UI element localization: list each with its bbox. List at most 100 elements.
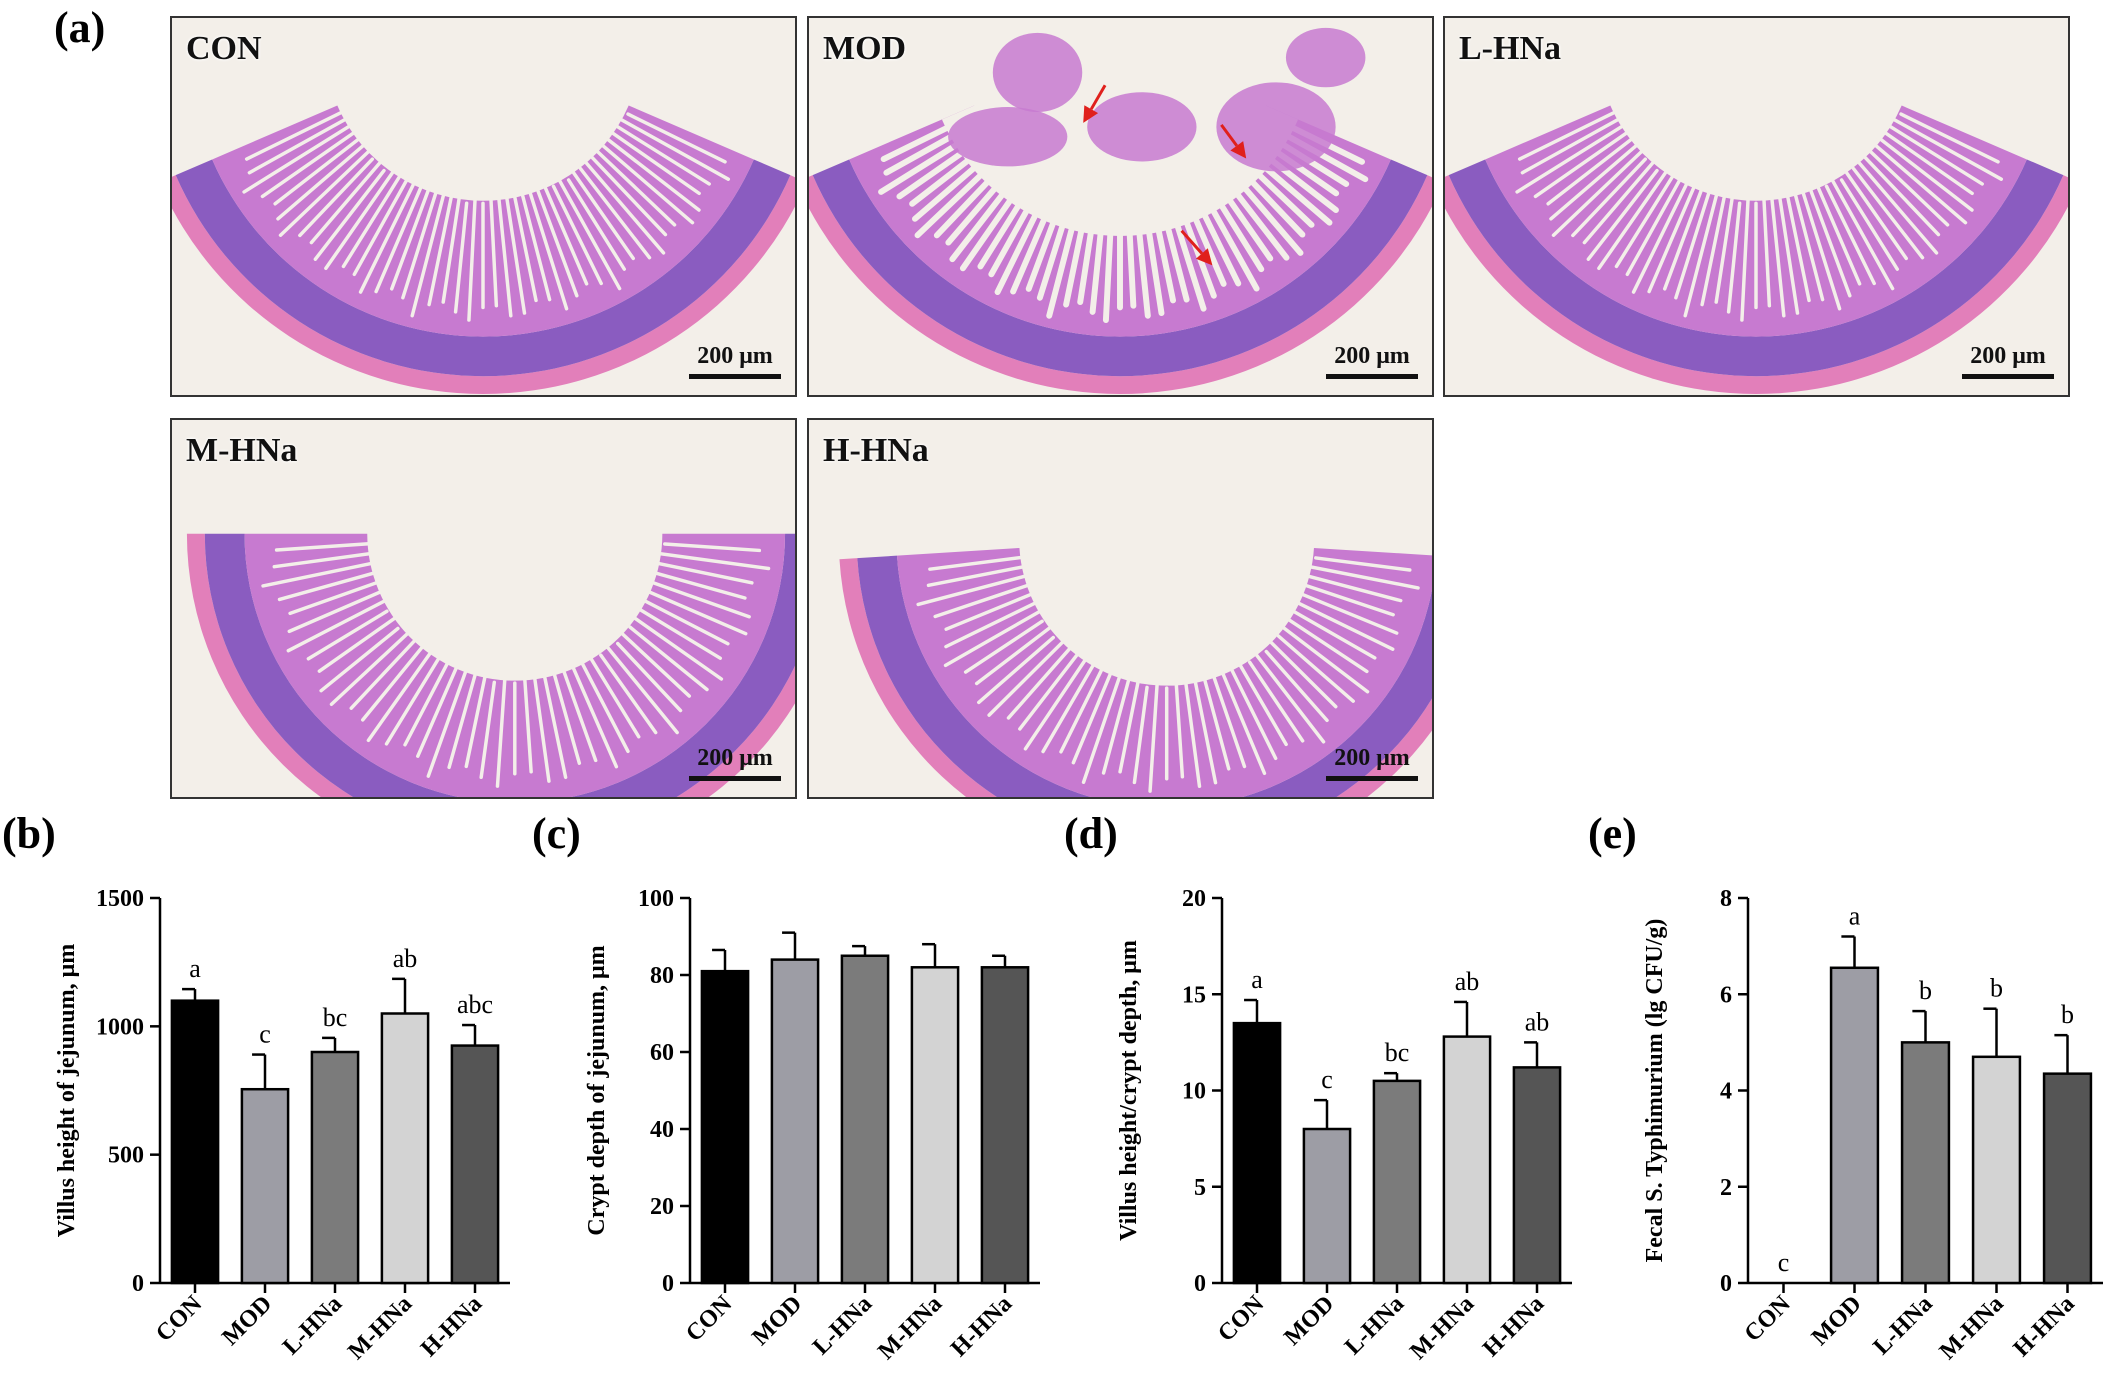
villus-gap bbox=[629, 564, 747, 600]
villus-gap bbox=[1774, 171, 1800, 315]
villus-gap bbox=[1283, 615, 1369, 674]
bar bbox=[1232, 1021, 1282, 1285]
villus-gap bbox=[497, 196, 513, 318]
chart-svg: Fecal S. Typhimurium (lg CFU/g) 0 2 4 6 8 c CON… bbox=[1642, 886, 2103, 1365]
villus-gap bbox=[349, 639, 416, 710]
villus-gap bbox=[1018, 629, 1097, 731]
y-axis-label: Crypt depth of jejunum, μm bbox=[584, 945, 610, 1235]
villus-gap bbox=[427, 195, 453, 307]
bar bbox=[700, 969, 750, 1285]
villus-gap bbox=[626, 590, 730, 646]
villus-gap bbox=[453, 201, 469, 314]
x-tick-label: CON bbox=[151, 1290, 208, 1347]
villus-gap bbox=[538, 652, 568, 780]
villus-gap bbox=[287, 589, 384, 634]
significance-letter: abc bbox=[457, 990, 493, 1019]
x-tick-label: L-HNa bbox=[808, 1291, 877, 1360]
significance-letter: ab bbox=[1525, 1007, 1550, 1036]
villus-gap bbox=[1189, 657, 1218, 785]
villus-gap bbox=[517, 180, 552, 302]
villus-gap bbox=[244, 109, 346, 161]
villus-gap bbox=[1200, 669, 1231, 771]
muscle-layer bbox=[186, 533, 795, 797]
bar bbox=[1971, 1055, 2022, 1285]
scale-bar: 200 μm bbox=[1326, 343, 1418, 379]
villus-gap bbox=[1899, 112, 2000, 164]
villus-gap bbox=[1517, 109, 1619, 161]
villus-gap bbox=[586, 151, 668, 237]
y-tick-label: 0 bbox=[662, 1271, 674, 1297]
villus-gap bbox=[426, 643, 477, 778]
significance-letter: a bbox=[1849, 902, 1861, 931]
villus-gap bbox=[1247, 660, 1305, 743]
villus-gap bbox=[1662, 173, 1709, 291]
crypt-layer bbox=[175, 159, 791, 377]
crypt-layer bbox=[812, 159, 1428, 377]
villus-gap bbox=[374, 169, 430, 294]
x-tick-label: M-HNa bbox=[1935, 1291, 2009, 1365]
villus-gap bbox=[1860, 115, 1974, 196]
x-tick-label: MOD bbox=[1279, 1291, 1339, 1351]
significance-letter: c bbox=[1321, 1065, 1333, 1094]
villus-gap bbox=[1854, 135, 1950, 227]
villus-gap bbox=[1023, 653, 1090, 751]
villus-gap bbox=[1520, 106, 1641, 175]
central-lumen bbox=[377, 533, 653, 671]
villus-gap bbox=[358, 176, 418, 294]
villus-gap bbox=[933, 580, 1040, 619]
villus-gap bbox=[1256, 606, 1370, 694]
villus-gap bbox=[247, 106, 368, 175]
villus-gap bbox=[534, 185, 579, 298]
villus-gap bbox=[1041, 649, 1104, 754]
x-tick-label: M-HNa bbox=[343, 1291, 417, 1365]
villus-gap bbox=[1515, 118, 1634, 194]
villus-gap bbox=[628, 625, 709, 692]
panel-label-e: (e) bbox=[1588, 809, 1637, 858]
panel-label-d: (d) bbox=[1064, 809, 1118, 858]
villus-gap bbox=[416, 660, 461, 758]
x-tick-label: M-HNa bbox=[1405, 1291, 1479, 1365]
histology-image bbox=[809, 420, 1432, 797]
scale-bar-label: 200 μm bbox=[1334, 343, 1410, 369]
scale-bar: 200 μm bbox=[689, 745, 781, 781]
bar bbox=[1442, 1035, 1492, 1285]
villus-gap bbox=[277, 568, 386, 602]
x-tick-label: L-HNa bbox=[1868, 1291, 1937, 1360]
y-tick-label: 0 bbox=[1194, 1271, 1206, 1297]
villus-gap bbox=[550, 663, 582, 765]
micrograph-m-hna: M-HNa 200 μm bbox=[170, 418, 797, 799]
villus-gap bbox=[963, 619, 1044, 674]
bar bbox=[2042, 1072, 2093, 1285]
significance-letter: b bbox=[2061, 1000, 2074, 1029]
micrograph-h-hna: H-HNa 200 μm bbox=[807, 418, 1434, 799]
damage-arrow-icon bbox=[1083, 84, 1107, 123]
villus-gap bbox=[1807, 185, 1852, 298]
villus-gap bbox=[1631, 176, 1691, 294]
histology-image bbox=[172, 420, 795, 797]
panel-label-b: (b) bbox=[2, 809, 56, 858]
scale-bar-label: 200 μm bbox=[1970, 343, 2046, 369]
scale-bar-label: 200 μm bbox=[1334, 745, 1410, 771]
significance-letter: b bbox=[1990, 974, 2003, 1003]
histology-image bbox=[1445, 18, 2068, 395]
chart-crypt-depth: Crypt depth of jejunum, μm 0 20 40 60 80 100 CO… bbox=[560, 870, 1060, 1385]
chart-villus-height: Villus height of jejunum, μm 0 500 1000 1500… bbox=[30, 870, 530, 1385]
villus-gap bbox=[589, 134, 695, 225]
villus-gap bbox=[276, 142, 367, 221]
villus-gap bbox=[607, 598, 724, 681]
villus-gap bbox=[1101, 678, 1131, 775]
x-tick-label: H-HNa bbox=[2009, 1291, 2080, 1362]
villus-gap bbox=[1770, 196, 1786, 318]
muscle-layer bbox=[172, 175, 795, 394]
y-tick-label: 8 bbox=[1720, 886, 1732, 912]
villus-gap bbox=[599, 132, 701, 212]
y-tick-label: 4 bbox=[1720, 1079, 1732, 1105]
villus-gap bbox=[944, 584, 1054, 631]
significance-letter: bc bbox=[323, 1003, 348, 1032]
y-tick-label: 60 bbox=[650, 1040, 674, 1066]
villus-gap bbox=[1228, 665, 1278, 761]
villus-gap bbox=[578, 167, 652, 260]
villus-gap bbox=[532, 675, 551, 783]
group-label: CON bbox=[186, 30, 262, 67]
villus-gap bbox=[558, 658, 598, 763]
